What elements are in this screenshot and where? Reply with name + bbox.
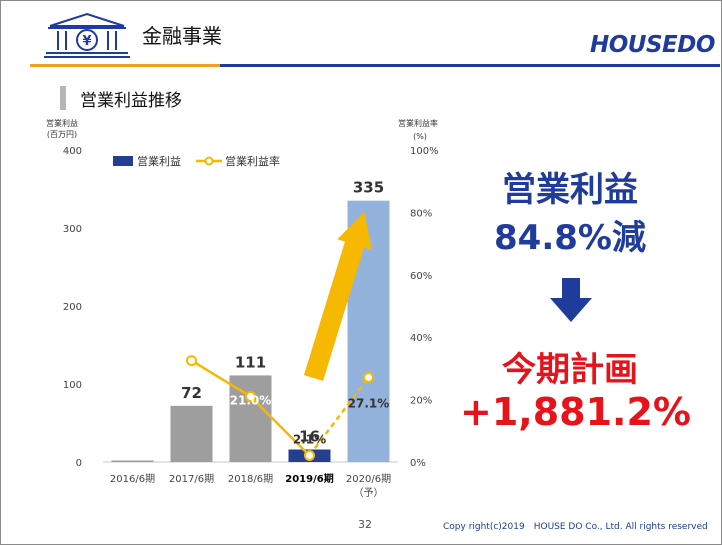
margin-value-label: 21.0% bbox=[230, 393, 272, 407]
section-marker bbox=[60, 86, 66, 110]
x-tick-label: 2016/6期 bbox=[110, 473, 155, 485]
bank-yen-icon: ¥ bbox=[44, 12, 130, 58]
kpi-label-profit: 営業利益 bbox=[502, 170, 638, 210]
bar-value-label: 335 bbox=[353, 179, 384, 197]
bar-value-label: 16 bbox=[299, 428, 320, 446]
x-tick-sublabel: （予） bbox=[354, 487, 384, 499]
y-tick-label: 0 bbox=[76, 458, 82, 469]
y-tick-label: 400 bbox=[63, 146, 82, 157]
y2-tick-label: 80% bbox=[410, 208, 432, 219]
y2-tick-label: 20% bbox=[410, 396, 432, 407]
kpi-value-plan: +1,881.2% bbox=[460, 390, 691, 434]
y-axis-title: 営業利益 bbox=[46, 118, 78, 128]
kpi-value-decrease: 84.8%減 bbox=[494, 218, 646, 258]
x-tick-label: 2020/6期 bbox=[346, 473, 391, 485]
header-rule-orange bbox=[30, 64, 220, 67]
x-tick-label: 2019/6期 bbox=[285, 472, 333, 485]
legend-label-margin: 営業利益率 bbox=[225, 154, 280, 168]
bar-1 bbox=[170, 405, 213, 462]
bar-0 bbox=[111, 460, 154, 462]
y2-tick-label: 100% bbox=[410, 146, 439, 157]
x-tick-label: 2018/6期 bbox=[228, 473, 273, 485]
section-title: 営業利益推移 bbox=[80, 91, 182, 111]
y2-tick-label: 0% bbox=[410, 458, 426, 469]
copyright: Copy right(c)2019 HOUSE DO Co., Ltd. All… bbox=[443, 522, 708, 532]
bar-2 bbox=[229, 375, 272, 462]
bar-value-label: 72 bbox=[181, 384, 202, 402]
kpi-label-plan: 今期計画 bbox=[502, 350, 638, 390]
y-tick-label: 100 bbox=[63, 380, 82, 391]
y2-axis-title-unit: (%) bbox=[413, 132, 427, 141]
margin-point bbox=[363, 371, 374, 383]
header-rule-blue bbox=[220, 64, 720, 67]
legend-swatch-margin-point bbox=[204, 156, 214, 166]
company-logo: HOUSEDO bbox=[590, 32, 715, 58]
margin-point bbox=[245, 390, 256, 402]
margin-value-label: 27.1% bbox=[348, 396, 390, 410]
growth-arrow-icon bbox=[303, 211, 372, 381]
bar-value-label: 111 bbox=[235, 353, 266, 371]
margin-line-dashed bbox=[308, 376, 370, 457]
down-arrow-icon bbox=[550, 278, 592, 322]
legend-label-profit: 営業利益 bbox=[137, 154, 181, 168]
margin-point bbox=[304, 449, 315, 461]
margin-value-label: 2.1% bbox=[293, 432, 326, 446]
growth-arrow-shape bbox=[303, 211, 372, 381]
y-tick-label: 300 bbox=[63, 224, 82, 235]
legend-swatch-profit bbox=[113, 156, 133, 166]
x-tick-label: 2017/6期 bbox=[169, 473, 214, 485]
svg-text:¥: ¥ bbox=[82, 34, 91, 49]
y-axis-title-unit: (百万円) bbox=[47, 130, 77, 139]
y-tick-label: 200 bbox=[63, 302, 82, 313]
y2-tick-label: 60% bbox=[410, 271, 432, 282]
margin-point bbox=[186, 355, 197, 367]
page-title: 金融事業 bbox=[142, 24, 222, 48]
y2-axis-title: 営業利益率 bbox=[398, 118, 438, 128]
y2-tick-label: 40% bbox=[410, 333, 432, 344]
page-number: 32 bbox=[358, 518, 372, 531]
